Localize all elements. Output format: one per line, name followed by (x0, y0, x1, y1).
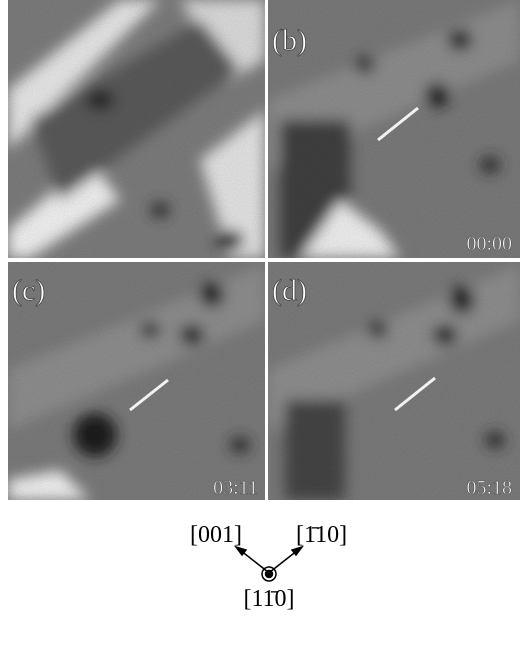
panel-label: (d) (272, 274, 307, 307)
direction-label: [1̄10] (296, 522, 347, 548)
time-stamp: 00:00 (466, 233, 512, 255)
time-stamp: 05:18 (466, 477, 512, 499)
panel-a (8, 0, 265, 258)
panel-label: (c) (12, 274, 45, 307)
page: html, body { margin: 0; padding: 0; back… (0, 0, 522, 669)
direction-diagram (236, 547, 302, 581)
figure: (b) 00:00 (c) 03:11 (d) 05:18 [001] [1̄1… (0, 0, 522, 669)
time-stamp: 03:11 (213, 477, 258, 499)
panel-label: (b) (272, 24, 307, 57)
direction-label: [11̄0] (243, 586, 294, 612)
axis-dot (266, 571, 273, 578)
body: {"panels": [ {"label": "(b)", "time": "0… (0, 0, 522, 669)
panel-c (8, 262, 265, 500)
direction-label: [001] (190, 522, 242, 548)
